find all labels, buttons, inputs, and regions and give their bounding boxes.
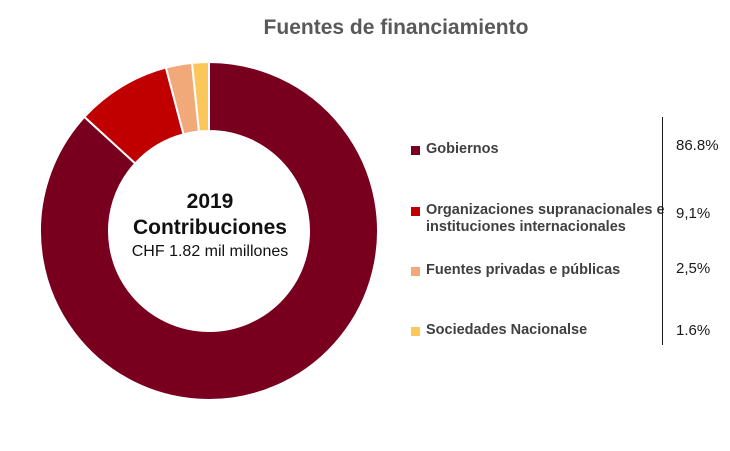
legend-swatch xyxy=(411,327,420,336)
chart-title: Fuentes de financiamiento xyxy=(263,16,529,39)
data-label-fuentes-privadas: 2,5% xyxy=(676,260,711,277)
donut-slice-0 xyxy=(39,60,379,401)
legend-swatch xyxy=(411,207,420,216)
legend-label: Gobiernos xyxy=(426,141,499,157)
data-label-gobiernos: 86.8% xyxy=(676,137,719,154)
legend-swatch xyxy=(411,146,420,155)
legend-label: Sociedades Nacionalse xyxy=(426,322,588,338)
data-label-organizaciones: 9,1% xyxy=(676,205,711,222)
legend-swatch xyxy=(411,267,420,276)
legend-label: Fuentes privadas e públicas xyxy=(426,262,621,278)
value-divider xyxy=(662,117,663,345)
data-label-sociedades: 1.6% xyxy=(676,322,711,339)
legend-label: Organizaciones supranacionales e institu… xyxy=(426,202,665,235)
center-label: Contribuciones xyxy=(132,216,287,239)
center-sublabel: CHF 1.82 mil millones xyxy=(131,243,289,260)
center-year: 2019 xyxy=(186,190,234,213)
donut-slice-3 xyxy=(190,60,210,133)
donut-slices xyxy=(39,60,379,401)
